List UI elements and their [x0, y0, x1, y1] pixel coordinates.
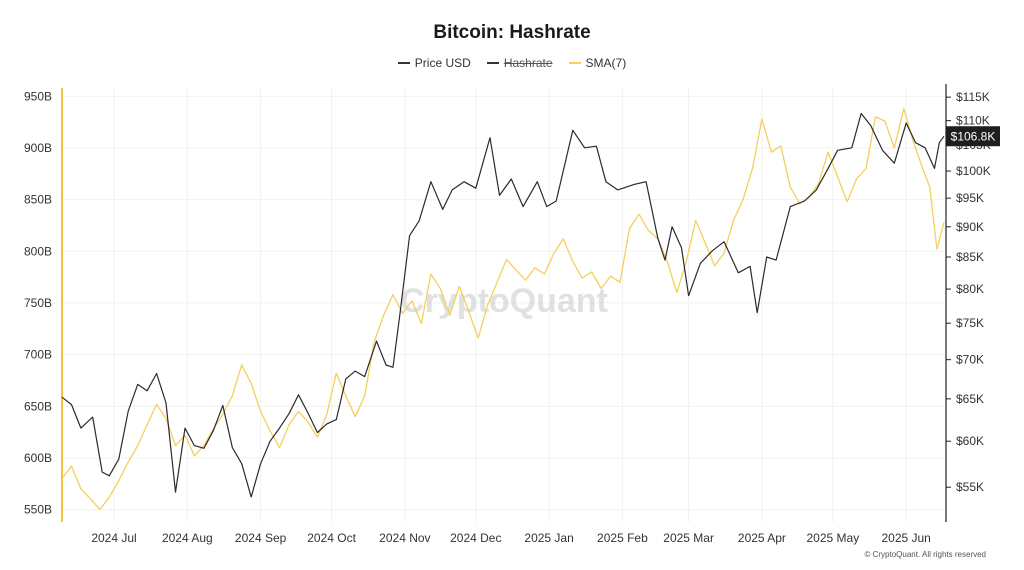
x-tick-label: 2024 Jul	[91, 531, 136, 545]
x-tick-label: 2024 Sep	[235, 531, 287, 545]
legend-swatch-price-usd	[397, 62, 410, 64]
x-tick-label: 2024 Aug	[162, 531, 213, 545]
legend-item-sma7[interactable]: SMA(7)	[568, 56, 627, 70]
watermark-text: CryptoQuant	[400, 282, 608, 320]
y-right-tick-label: $100K	[956, 164, 991, 178]
x-tick-label: 2025 Jun	[881, 531, 930, 545]
y-right-tick-label: $90K	[956, 220, 984, 234]
copyright-footer: © CryptoQuant. All rights reserved	[864, 550, 987, 559]
chart-legend: Price USD Hashrate SMA(7)	[0, 56, 1024, 70]
y-right-tick-label: $95K	[956, 191, 984, 205]
legend-swatch-sma7	[568, 62, 581, 64]
x-tick-label: 2024 Dec	[450, 531, 501, 545]
x-tick-label: 2025 Apr	[738, 531, 786, 545]
y-left-tick-label: 750B	[24, 296, 52, 310]
grid-layer	[62, 88, 944, 522]
y-right-tick-label: $70K	[956, 353, 984, 367]
y-right-tick-label: $80K	[956, 282, 984, 296]
axis-layer: 550B 600B 650B 700B 750B 800B 850B 900B 950B 2024…	[24, 84, 991, 545]
y-right-tick-label: $115K	[956, 90, 990, 104]
y-right-tick-label: $65K	[956, 392, 984, 406]
legend-item-price-usd[interactable]: Price USD	[397, 56, 471, 70]
x-tick-label: 2025 Feb	[597, 531, 648, 545]
y-left-tick-label: 650B	[24, 399, 52, 413]
x-tick-label: 2024 Nov	[379, 531, 430, 545]
y-left-tick-label: 550B	[24, 503, 52, 517]
y-right-tick-label: $110K	[956, 114, 990, 128]
y-right-tick-label: $75K	[956, 316, 984, 330]
y-left-tick-label: 850B	[24, 193, 52, 207]
x-tick-label: 2025 Mar	[663, 531, 714, 545]
x-tick-label: 2025 May	[807, 531, 860, 545]
price-badge-label: $106.8K	[951, 130, 996, 144]
price-badge-bg	[946, 126, 1000, 147]
legend-item-hashrate[interactable]: Hashrate	[486, 56, 553, 70]
legend-label-price-usd: Price USD	[414, 56, 471, 70]
legend-label-hashrate: Hashrate	[503, 56, 553, 70]
series-line-price-usd	[61, 112, 945, 498]
y-left-tick-label: 950B	[24, 89, 52, 103]
x-tick-label: 2024 Oct	[307, 531, 356, 545]
price-badge-layer: $106.8K	[946, 126, 1000, 147]
y-right-tick-label: $60K	[956, 434, 984, 448]
y-left-tick-label: 700B	[24, 348, 52, 362]
y-left-tick-label: 900B	[24, 141, 52, 155]
y-right-tick-label: $85K	[956, 250, 984, 264]
legend-label-sma7: SMA(7)	[585, 56, 627, 70]
y-left-tick-label: 800B	[24, 244, 52, 258]
y-left-tick-label: 600B	[24, 451, 52, 465]
series-layer	[61, 108, 945, 511]
x-tick-label: 2025 Jan	[524, 531, 573, 545]
chart-title: Bitcoin: Hashrate	[433, 22, 591, 43]
legend-swatch-hashrate	[486, 62, 499, 64]
y-right-tick-label: $55K	[956, 480, 984, 494]
